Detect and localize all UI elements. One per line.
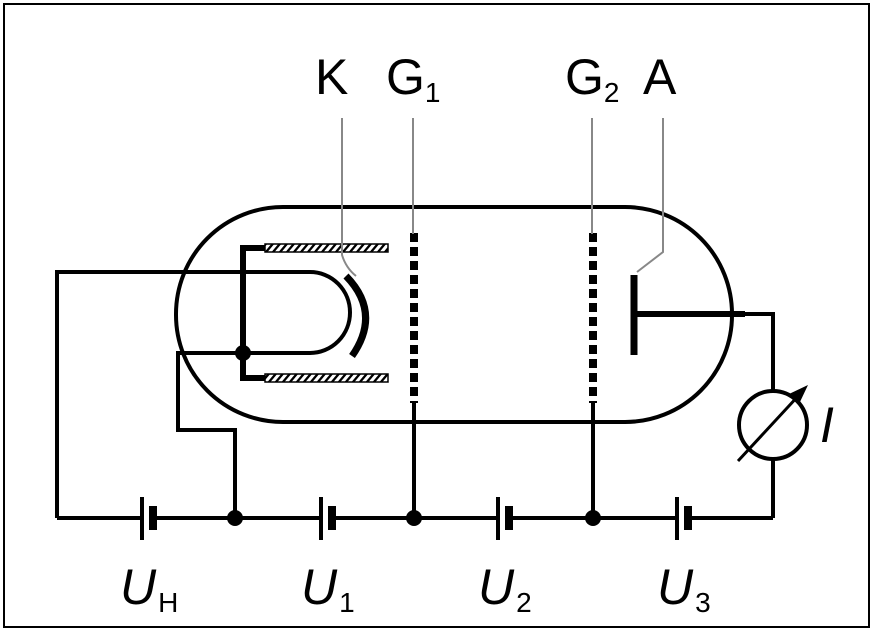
battery-U3 (675, 497, 692, 540)
label-current: I (820, 397, 834, 453)
label-cathode: K (315, 49, 348, 105)
junction-dot-grid1 (406, 510, 422, 526)
wehnelt-upper (264, 243, 389, 253)
label-voltage-UH: UH (120, 559, 178, 618)
label-grid2: G2 (565, 49, 619, 108)
battery-U2 (496, 497, 513, 540)
label-voltage-U3: U3 (657, 559, 711, 618)
heater-wiring (55, 270, 352, 518)
label-voltage-U2: U2 (478, 559, 532, 618)
label-grid1: G1 (386, 49, 440, 108)
cathode-junction-dot (235, 345, 251, 361)
cathode-emitter (343, 273, 369, 359)
wehnelt-lower (264, 373, 389, 383)
figure-frame (3, 3, 870, 628)
ammeter-arrowhead (789, 385, 808, 404)
ammeter (736, 385, 809, 463)
label-leaders (341, 118, 664, 277)
cathode-sleeve (240, 245, 265, 381)
battery-U1 (319, 497, 336, 540)
junction-dot-cathode (227, 510, 243, 526)
label-anode: A (643, 49, 677, 105)
battery-UH (140, 497, 157, 540)
anode-lead (740, 312, 775, 390)
ammeter-needle (736, 392, 802, 463)
label-voltage-U1: U1 (301, 559, 355, 618)
junction-dot-grid2 (585, 510, 601, 526)
